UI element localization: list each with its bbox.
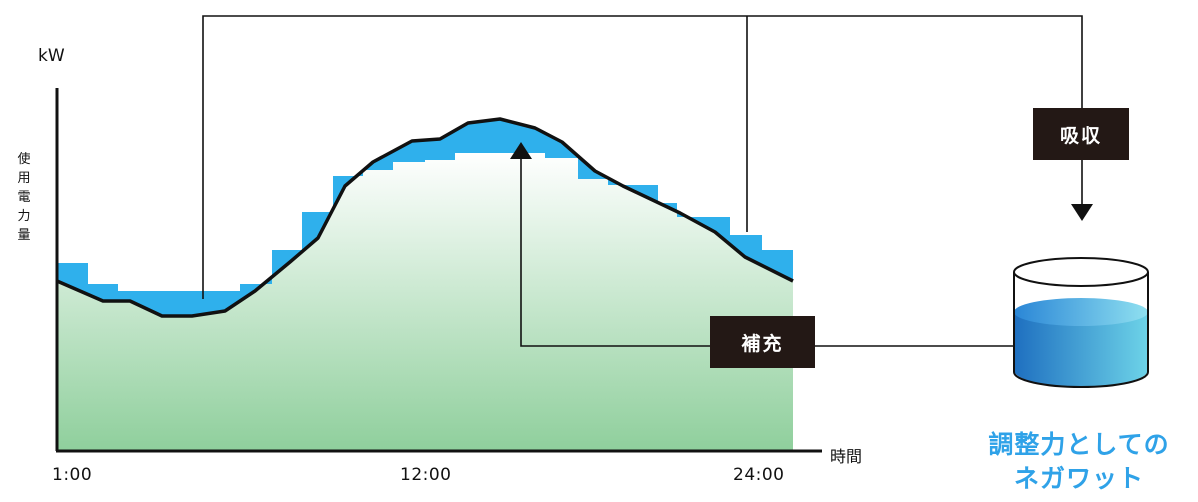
time-tick-end: 24:00 — [733, 465, 785, 485]
arrow-up-icon — [510, 142, 532, 159]
x-axis-label: 時間 — [830, 447, 863, 466]
demand-curve — [56, 117, 794, 318]
replenish-connector — [520, 158, 710, 347]
absorb-label: 吸収 — [1033, 108, 1129, 160]
absorb-connector — [202, 15, 1083, 299]
base-load-area — [57, 153, 793, 451]
negawatt-caption: 調整力としての ネガワット — [960, 428, 1198, 496]
arrow-down-icon — [1071, 204, 1093, 221]
replenish-label: 補充 — [710, 316, 815, 368]
time-tick-noon: 12:00 — [400, 465, 452, 485]
caption-line-1: 調整力としての — [988, 430, 1170, 459]
shifted-demand-area — [57, 119, 793, 316]
y-axis-label: 使用電力量 — [17, 152, 31, 243]
time-tick-start: 1:00 — [52, 465, 93, 485]
caption-line-2: ネガワット — [1013, 464, 1144, 493]
unit-label: kW — [38, 46, 65, 66]
tank-icon — [1013, 257, 1149, 388]
